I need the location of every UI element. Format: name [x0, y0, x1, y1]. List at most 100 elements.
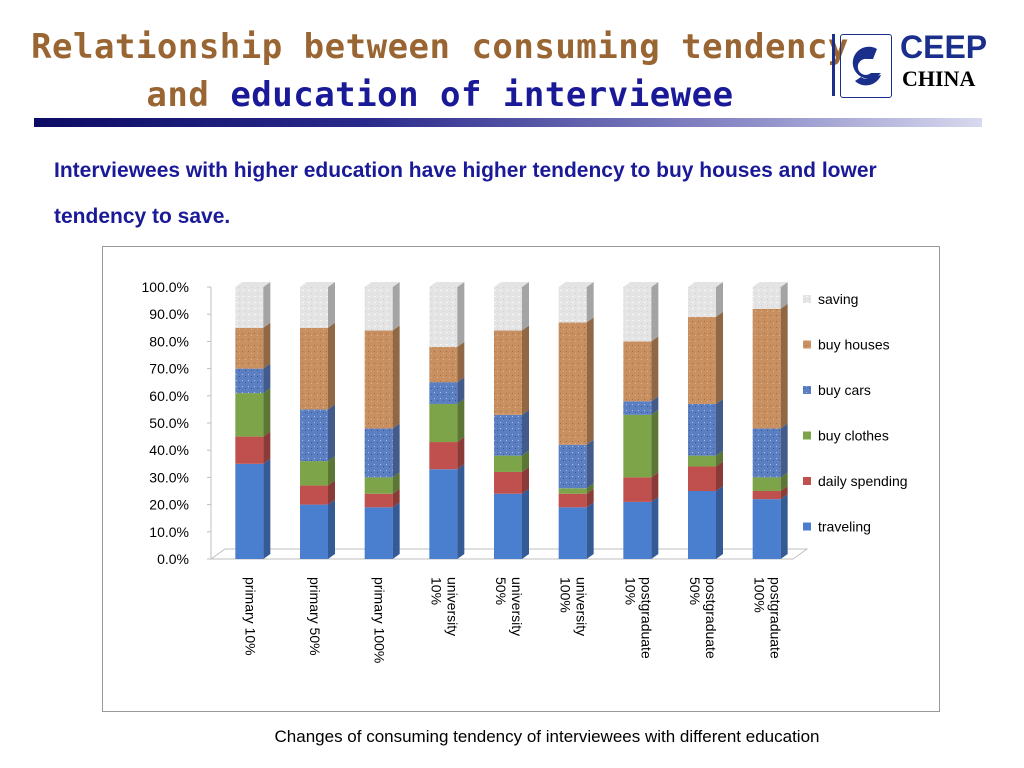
bar-segment-side: [651, 396, 659, 415]
bar-segment-side: [586, 502, 594, 559]
x-tick-label: primary 50%: [307, 577, 323, 656]
bar-top-face: [688, 282, 723, 287]
legend-label-buy-clothes: buy clothes: [818, 428, 889, 444]
bar-segment-saving: [429, 287, 458, 347]
bar-group: [752, 282, 788, 559]
bar-segment-buy-houses: [364, 330, 393, 429]
bar-segment-buy-cars: [429, 382, 458, 404]
bar-segment-buy-cars: [752, 428, 781, 478]
chart-caption: Changes of consuming tendency of intervi…: [274, 727, 820, 746]
bar-segment-saving: [364, 287, 393, 331]
bar-segment-side: [586, 282, 594, 323]
bar-segment-saving: [235, 287, 264, 328]
bar-segment-side: [522, 409, 529, 456]
bar-group: [300, 282, 335, 559]
bar-segment-side: [263, 458, 271, 559]
x-tick-label: university10%: [428, 577, 460, 636]
bar-segment-buy-houses: [494, 330, 522, 415]
bar-group: [429, 282, 465, 559]
bar-segment-side: [716, 461, 723, 491]
bar-segment-side: [586, 317, 594, 445]
title-text-part-3: education of interviewee: [230, 75, 734, 115]
y-tick-label: 30.0%: [149, 469, 189, 485]
y-tick-label: 60.0%: [149, 388, 189, 404]
bar-segment-side: [586, 488, 594, 508]
legend-swatch-traveling: [803, 522, 811, 531]
bar-segment-side: [457, 464, 465, 559]
bar-segment-buy-clothes: [623, 414, 652, 478]
bar-segment-side: [780, 423, 788, 478]
bar-segment-saving: [623, 287, 652, 342]
bar-segment-buy-clothes: [235, 393, 264, 437]
bar-segment-side: [651, 472, 659, 502]
bar-segment-side: [586, 439, 594, 489]
bar-group: [494, 282, 529, 559]
legend-label-traveling: traveling: [818, 519, 871, 535]
x-tick-label: postgraduate100%: [752, 577, 784, 659]
bar-top-face: [494, 282, 529, 287]
bar-segment-traveling: [300, 504, 328, 559]
bar-top-face: [558, 282, 594, 287]
slide-title-line-2: and education of interviewee: [20, 72, 860, 118]
bar-segment-buy-clothes: [300, 461, 328, 486]
logo-divider: [832, 34, 835, 96]
bar-segment-side: [457, 377, 465, 404]
bar-top-face: [235, 282, 271, 287]
bar-segment-side: [263, 388, 271, 437]
bar-segment-side: [392, 488, 400, 508]
bar-segment-side: [586, 483, 594, 494]
bar-segment-traveling: [558, 507, 587, 559]
bar-segment-daily-spending: [623, 477, 652, 502]
slide-subtitle: Interviewees with higher education have …: [54, 159, 877, 228]
bar-segment-buy-clothes: [752, 477, 781, 491]
bar-segment-side: [716, 282, 723, 317]
bar-segment-side: [457, 282, 465, 347]
bar-segment-side: [651, 496, 659, 559]
y-tick-label: 40.0%: [149, 442, 189, 458]
x-tick-label: university50%: [493, 577, 525, 636]
bar-segment-side: [263, 282, 271, 328]
y-tick-label: 100.0%: [142, 279, 189, 295]
bar-segment-side: [716, 450, 723, 467]
bar-segment-buy-houses: [688, 316, 716, 404]
bar-segment-side: [522, 282, 529, 331]
bar-segment-saving: [688, 287, 716, 317]
legend-swatch-buy-houses: [803, 340, 811, 349]
bar-segment-buy-houses: [235, 327, 264, 369]
ceep-logo: CEEP CHINA: [832, 30, 992, 100]
bar-segment-daily-spending: [300, 485, 328, 505]
legend-swatch-buy-clothes: [803, 431, 811, 440]
bar-segment-side: [522, 450, 529, 472]
ceep-logo-icon: [840, 34, 892, 98]
legend-label-daily-spending: daily spending: [818, 473, 908, 489]
title-text-part-2: and: [146, 75, 210, 115]
bar-top-face: [429, 282, 465, 287]
legend-swatch-buy-cars: [803, 386, 811, 394]
bar-segment-buy-cars: [494, 414, 522, 456]
bar-segment-side: [263, 363, 271, 394]
bar-segment-buy-clothes: [558, 488, 587, 494]
bar-segment-buy-clothes: [429, 403, 458, 443]
header-divider-bar: [34, 118, 982, 127]
bar-segment-side: [780, 303, 788, 429]
bar-segment-side: [522, 488, 529, 559]
bar-segment-buy-houses: [429, 346, 458, 383]
bar-segment-side: [328, 456, 335, 486]
bar-segment-daily-spending: [688, 466, 716, 491]
bar-segment-buy-houses: [558, 322, 587, 445]
bar-group: [235, 282, 271, 559]
bar-segment-traveling: [235, 463, 264, 559]
bar-segment-daily-spending: [429, 442, 458, 470]
bar-segment-side: [457, 341, 465, 383]
bar-segment-side: [392, 502, 400, 559]
bar-segment-side: [651, 409, 659, 478]
bar-segment-side: [328, 480, 335, 505]
bar-segment-side: [716, 486, 723, 559]
bar-segment-side: [780, 494, 788, 559]
legend-label-buy-cars: buy cars: [818, 382, 871, 398]
x-tick-label: postgraduate50%: [687, 577, 719, 659]
bar-segment-buy-clothes: [688, 455, 716, 467]
bar-segment-traveling: [623, 501, 652, 559]
bar-segment-side: [457, 398, 465, 443]
bar-segment-buy-cars: [300, 409, 328, 462]
